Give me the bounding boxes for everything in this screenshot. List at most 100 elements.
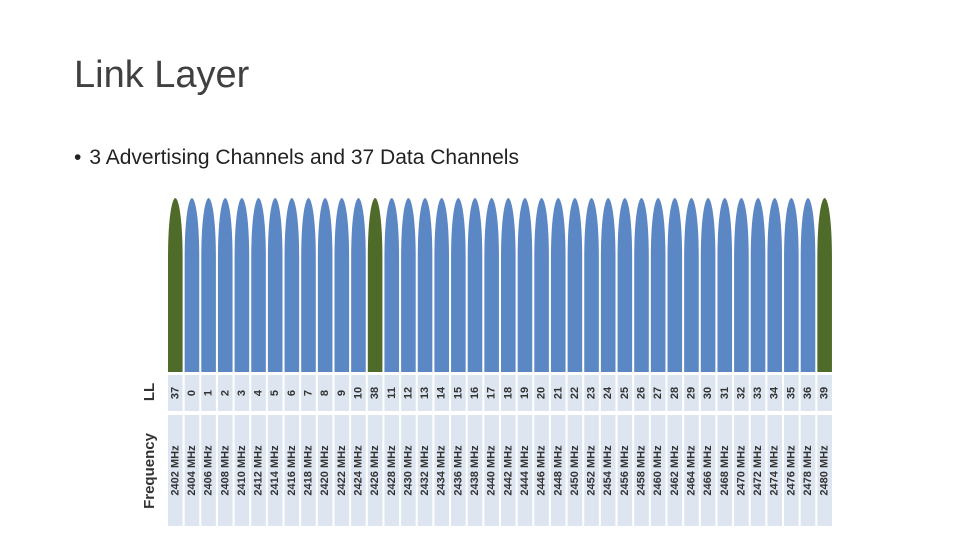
bullet-dot-icon: • xyxy=(74,146,82,169)
frequency-label: 2418 MHz xyxy=(303,445,315,496)
ll-channel-label: 34 xyxy=(769,386,781,399)
data-channel-lobe xyxy=(684,198,699,372)
frequency-cell xyxy=(451,415,466,526)
frequency-label: 2440 MHz xyxy=(486,445,498,496)
frequency-cell xyxy=(784,415,799,526)
data-channel-lobe xyxy=(451,198,466,372)
ll-cell xyxy=(734,375,749,411)
frequency-cell xyxy=(667,415,683,526)
frequency-label: 2454 MHz xyxy=(602,445,614,496)
data-channel-lobe xyxy=(184,198,200,372)
ll-channel-label: 36 xyxy=(802,387,814,399)
ll-channel-label: 8 xyxy=(319,390,331,396)
frequency-cell xyxy=(284,415,300,526)
frequency-label: 2476 MHz xyxy=(785,445,797,496)
ll-channel-label: 17 xyxy=(486,387,498,399)
frequency-cell xyxy=(817,415,832,526)
ll-cell xyxy=(434,375,449,411)
ll-cell xyxy=(351,375,366,411)
ll-cell xyxy=(667,375,683,411)
ll-cell xyxy=(451,375,466,411)
ll-cell xyxy=(484,375,499,411)
frequency-cell xyxy=(434,415,449,526)
frequency-cell xyxy=(184,415,200,526)
ll-channel-label: 23 xyxy=(586,387,598,399)
frequency-cell xyxy=(267,415,283,526)
ll-cell xyxy=(584,375,599,411)
data-channel-lobe xyxy=(251,198,266,372)
data-channel-lobe xyxy=(217,198,233,372)
frequency-label: 2446 MHz xyxy=(536,445,548,496)
ll-cell xyxy=(201,375,216,411)
ll-channel-label: 21 xyxy=(552,387,564,399)
frequency-cell xyxy=(217,415,233,526)
frequency-cell xyxy=(301,415,316,526)
frequency-label: 2460 MHz xyxy=(652,445,664,496)
ll-row: 37 0 1 2 3 4 5 6 7 8 9 10 38 11 12 13 14 15 16 17 18 19 20 21 22… xyxy=(168,375,832,411)
ll-channel-label: 37 xyxy=(169,387,181,399)
frequency-cell xyxy=(684,415,699,526)
frequency-cell xyxy=(384,415,400,526)
frequency-cell xyxy=(201,415,216,526)
ll-channel-label: 26 xyxy=(636,387,648,399)
ll-channel-label: 29 xyxy=(685,387,697,399)
ll-cell xyxy=(401,375,416,411)
ll-channel-label: 2 xyxy=(219,390,231,396)
channel-chart-svg: 37 0 1 2 3 4 5 6 7 8 9 10 38 11 12 13 14 15 16 17 18 19 20 21 22… xyxy=(141,198,832,526)
bullet-item: • 3 Advertising Channels and 37 Data Chan… xyxy=(74,146,519,170)
ll-cell xyxy=(234,375,250,411)
ll-cell xyxy=(317,375,333,411)
ll-channel-label: 39 xyxy=(819,387,831,399)
frequency-cell xyxy=(750,415,766,526)
frequency-label: 2414 MHz xyxy=(269,445,281,496)
data-channel-lobe xyxy=(417,198,433,372)
data-channel-lobe xyxy=(734,198,749,372)
ll-channel-label: 25 xyxy=(619,387,631,399)
ll-channel-label: 28 xyxy=(669,387,681,399)
ll-cell xyxy=(784,375,799,411)
frequency-label: 2468 MHz xyxy=(719,445,731,496)
data-channel-lobe xyxy=(767,198,782,372)
data-channel-lobe xyxy=(434,198,449,372)
ll-channel-label: 7 xyxy=(303,390,315,396)
ll-cell xyxy=(650,375,666,411)
data-channel-lobe xyxy=(617,198,633,372)
data-channel-lobe xyxy=(700,198,716,372)
data-channel-lobe xyxy=(567,198,583,372)
ll-cell xyxy=(384,375,400,411)
ll-channel-label: 24 xyxy=(602,386,614,399)
frequency-label: 2416 MHz xyxy=(286,445,298,496)
frequency-cell xyxy=(168,415,183,526)
ll-channel-label: 32 xyxy=(735,387,747,399)
data-channel-lobe xyxy=(351,198,366,372)
frequency-cell xyxy=(467,415,483,526)
frequency-label: 2438 MHz xyxy=(469,445,481,496)
ll-channel-label: 12 xyxy=(402,387,414,399)
frequency-cell xyxy=(567,415,583,526)
bullet-text: 3 Advertising Channels and 37 Data Chann… xyxy=(89,146,519,169)
ll-channel-label: 31 xyxy=(719,387,731,399)
frequency-cell xyxy=(534,415,549,526)
ll-channel-label: 22 xyxy=(569,387,581,399)
data-channel-lobe xyxy=(750,198,766,372)
advertising-channel-lobe xyxy=(168,198,183,372)
frequency-row-label: Frequency xyxy=(141,432,158,509)
data-channel-lobe xyxy=(517,198,533,372)
ll-cell xyxy=(800,375,816,411)
ll-channel-label: 20 xyxy=(536,387,548,399)
ll-channel-label: 11 xyxy=(386,387,398,399)
data-channel-lobe xyxy=(201,198,216,372)
frequency-cell xyxy=(234,415,250,526)
ll-cell xyxy=(567,375,583,411)
frequency-cell xyxy=(317,415,333,526)
ll-channel-label: 10 xyxy=(352,387,364,399)
frequency-label: 2404 MHz xyxy=(186,445,198,496)
data-channel-lobe xyxy=(401,198,416,372)
ll-channel-label: 3 xyxy=(236,390,248,396)
frequency-label: 2430 MHz xyxy=(402,445,414,496)
data-channel-lobe xyxy=(267,198,283,372)
ll-channel-label: 14 xyxy=(436,386,448,399)
frequency-cell xyxy=(734,415,749,526)
ll-cell xyxy=(717,375,733,411)
data-channel-lobe xyxy=(667,198,683,372)
